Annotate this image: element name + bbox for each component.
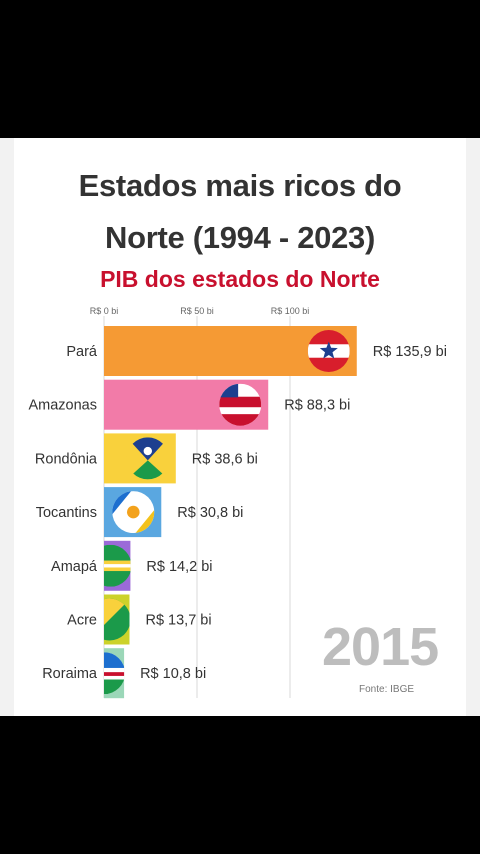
category-label: Acre — [67, 613, 97, 629]
chart-frame: Estados mais ricos do Norte (1994 - 2023… — [0, 138, 480, 716]
x-tick-label: R$ 50 bi — [180, 306, 214, 316]
value-label: R$ 135,9 bi — [373, 344, 447, 360]
value-label: R$ 88,3 bi — [284, 398, 350, 414]
category-label: Amazonas — [28, 398, 97, 414]
rondonia-flag-icon — [126, 437, 169, 480]
x-tick-label: R$ 100 bi — [271, 306, 310, 316]
category-label: Pará — [66, 344, 98, 360]
chart-title-line-1: Estados mais ricos do — [78, 168, 402, 203]
bar-group: Tocantins R$ 30,8 bi — [36, 487, 243, 538]
para-flag-icon — [307, 330, 350, 372]
bar-group: Acre R$ 13,7 bi — [67, 594, 212, 645]
bar-group: Pará R$ 135,9 bi — [66, 326, 447, 376]
value-label: R$ 13,7 bi — [145, 613, 211, 629]
value-label: R$ 30,8 bi — [177, 505, 243, 521]
category-label: Tocantins — [36, 505, 97, 521]
x-tick-label: R$ 0 bi — [90, 306, 119, 316]
amazonas-flag-icon — [219, 383, 262, 426]
category-label: Amapá — [51, 559, 98, 575]
chart-title-line-2: Norte (1994 - 2023) — [105, 220, 375, 255]
category-label: Rondônia — [35, 451, 98, 467]
category-label: Roraima — [42, 666, 98, 682]
value-label: R$ 10,8 bi — [140, 666, 206, 682]
value-label: R$ 14,2 bi — [146, 559, 212, 575]
bar-group: Amapá R$ 14,2 bi — [51, 540, 213, 591]
bar-group: Amazonas R$ 88,3 bi — [28, 379, 350, 430]
amapa-flag-icon — [104, 544, 131, 587]
tocantins-flag-icon — [112, 491, 155, 534]
source-note: Fonte: IBGE — [359, 684, 415, 695]
bar-group: Rondônia R$ 38,6 bi — [35, 433, 258, 484]
value-label: R$ 38,6 bi — [192, 451, 258, 467]
bar-group: Roraima R$ 10,8 bi — [42, 648, 206, 699]
bar-chart: R$ 0 bi R$ 50 bi R$ 100 bi Pará R$ 135,9 bi… — [28, 306, 447, 699]
chart-subtitle: PIB dos estados do Norte — [100, 266, 380, 292]
year-label: 2015 — [322, 617, 439, 677]
